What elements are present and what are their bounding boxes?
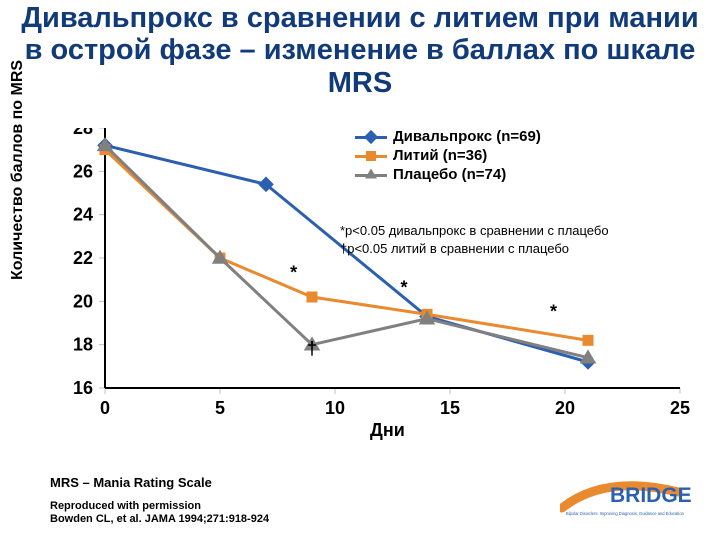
- slide-title: Дивальпрокс в сравнении с литием при ман…: [20, 2, 700, 99]
- chart-annotation: *: [290, 263, 297, 284]
- square-icon: [355, 150, 387, 162]
- y-axis-label: Количество баллов по MRS: [9, 60, 27, 280]
- svg-text:5: 5: [215, 398, 225, 418]
- footnote-citation: Reproduced with permission Bowden CL, et…: [50, 500, 269, 526]
- svg-text:18: 18: [73, 335, 93, 355]
- footnote-mrs: MRS – Mania Rating Scale: [50, 475, 212, 490]
- logo-text: BRIDGE: [610, 484, 692, 507]
- svg-text:24: 24: [73, 205, 93, 225]
- legend-item-lithium: Литий (n=36): [355, 147, 541, 166]
- svg-text:0: 0: [100, 398, 110, 418]
- diamond-icon: [355, 131, 387, 143]
- triangle-icon: [355, 169, 387, 181]
- svg-text:22: 22: [73, 248, 93, 268]
- svg-text:25: 25: [670, 398, 690, 418]
- note-divalproex: *p<0.05 дивальпрокс в сравнении с плацеб…: [340, 222, 609, 240]
- legend-label: Дивальпрокс (n=69): [393, 128, 541, 147]
- x-axis-label: Дни: [370, 420, 405, 441]
- legend-item-placebo: Плацебо (n=74): [355, 166, 541, 185]
- legend-label: Плацебо (n=74): [393, 166, 506, 185]
- bridge-logo: BRIDGE Bipolar Disorders: Improving Diag…: [560, 478, 700, 518]
- legend-label: Литий (n=36): [393, 147, 487, 166]
- legend: Дивальпрокс (n=69) Литий (n=36) Плацебо …: [355, 128, 541, 184]
- svg-text:28: 28: [73, 128, 93, 138]
- svg-text:15: 15: [440, 398, 460, 418]
- legend-item-divalproex: Дивальпрокс (n=69): [355, 128, 541, 147]
- chart-annotation: †: [307, 339, 317, 360]
- note-lithium: †p<0.05 литий в сравнении с плацебо: [340, 240, 609, 258]
- svg-text:20: 20: [555, 398, 575, 418]
- logo-subtitle: Bipolar Disorders: Improving Diagnosis, …: [566, 511, 685, 516]
- chart-annotation: *: [550, 302, 557, 323]
- svg-text:20: 20: [73, 291, 93, 311]
- significance-notes: *p<0.05 дивальпрокс в сравнении с плацеб…: [340, 222, 609, 258]
- svg-text:26: 26: [73, 161, 93, 181]
- chart-annotation: *: [400, 278, 407, 299]
- svg-text:10: 10: [325, 398, 345, 418]
- svg-text:16: 16: [73, 378, 93, 398]
